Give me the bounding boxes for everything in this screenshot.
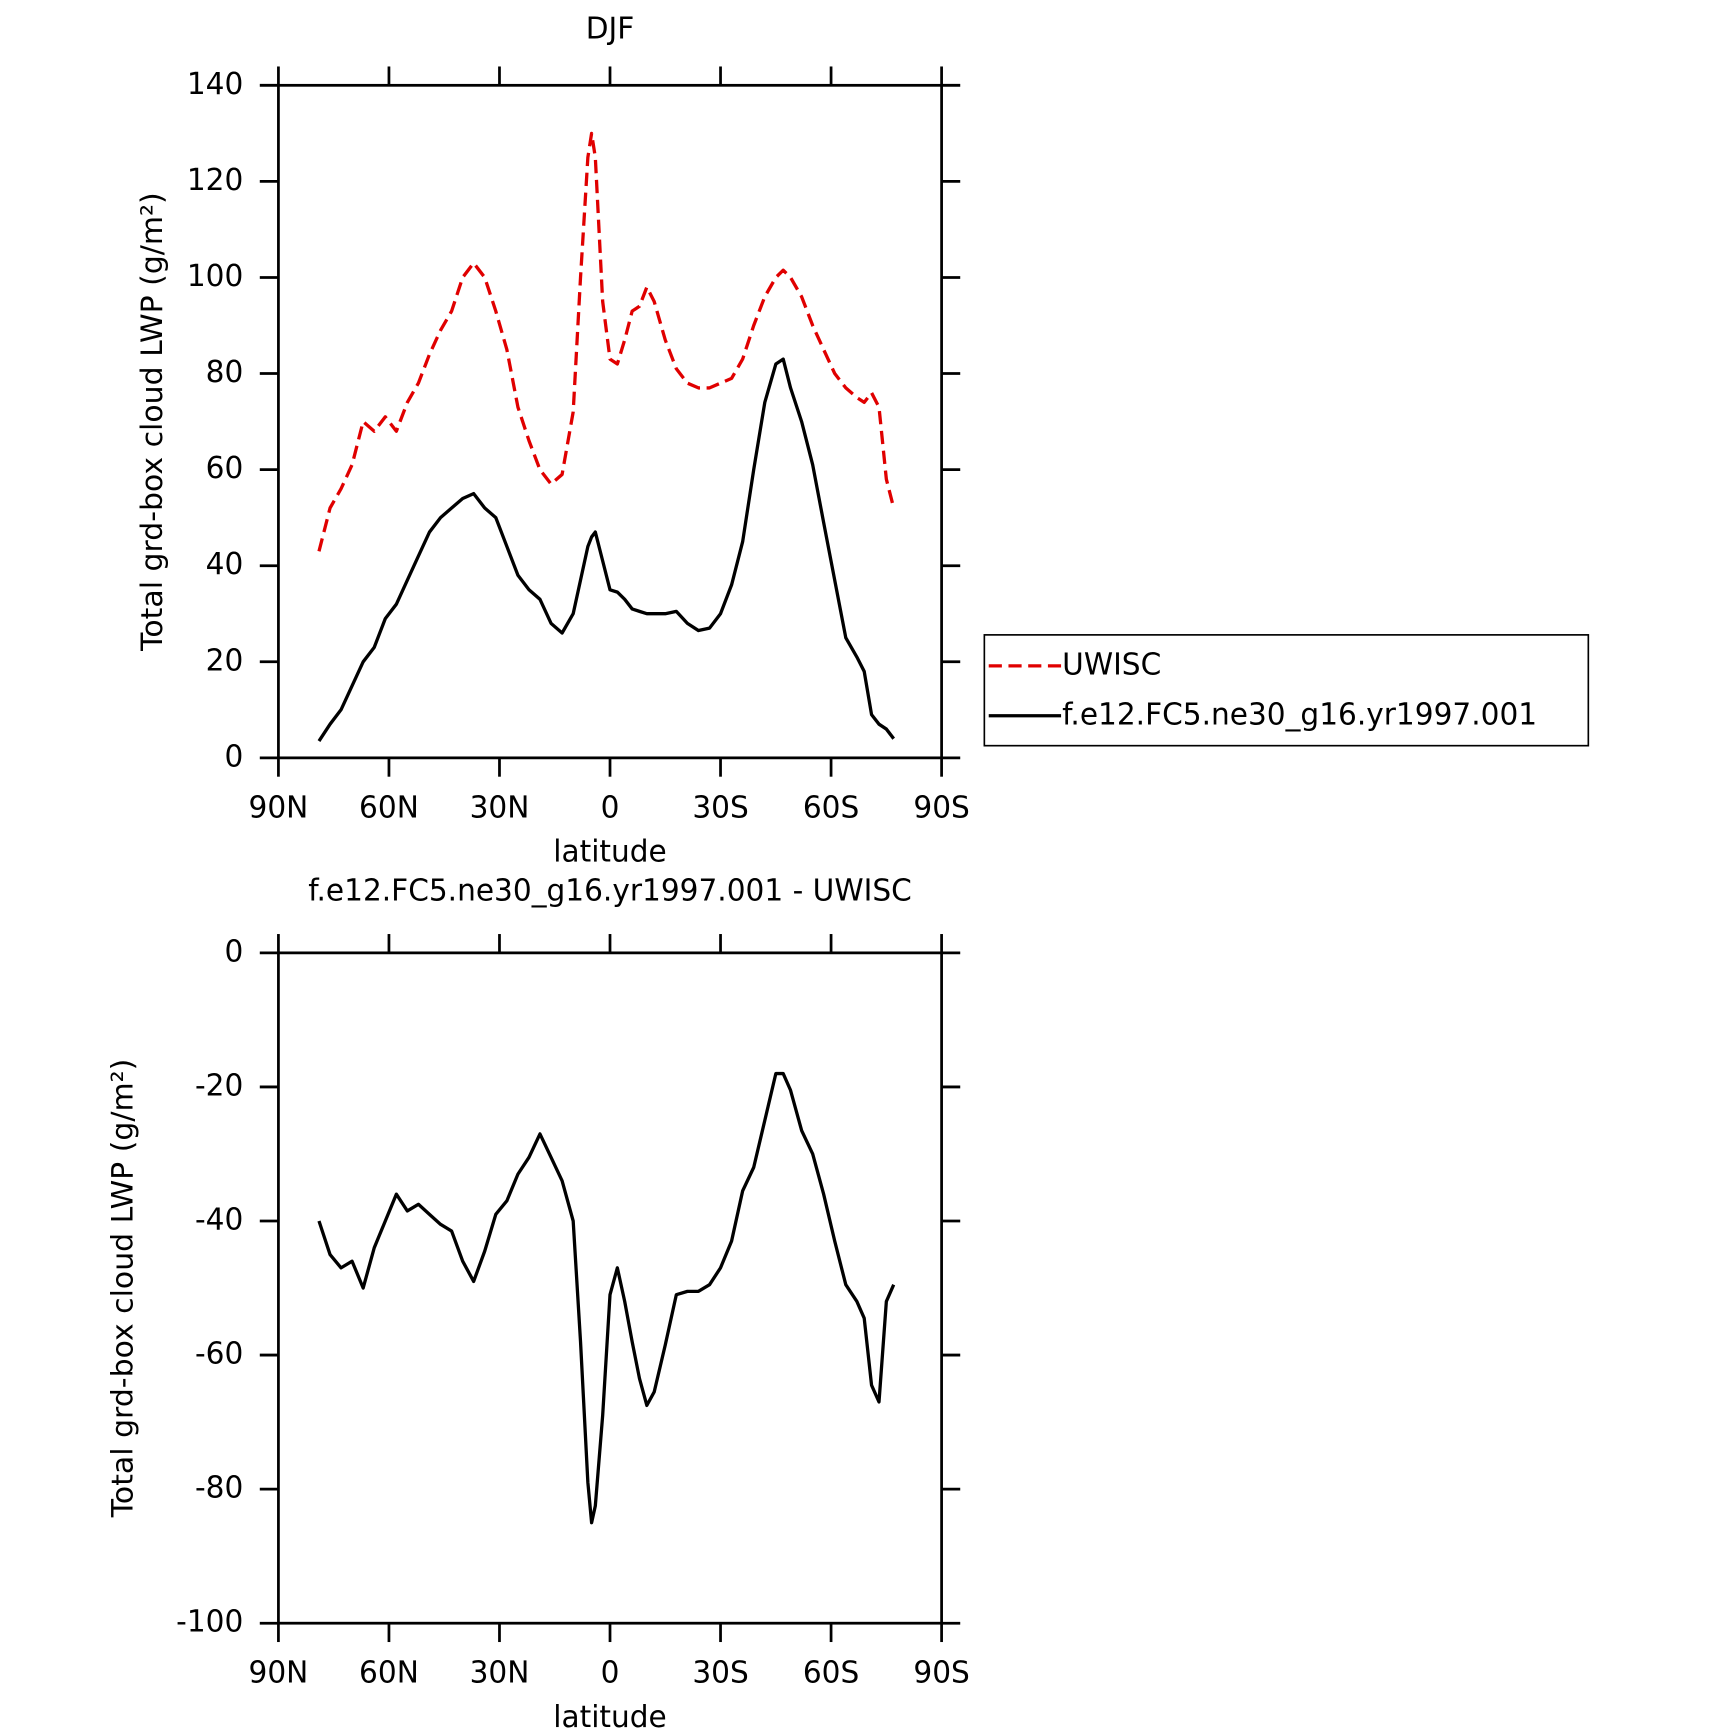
x-tick-label: 30N [470, 1656, 530, 1691]
x-tick-label: 0 [601, 1656, 620, 1691]
x-tick-label: 0 [601, 790, 620, 825]
x-tick-label: 60S [803, 1656, 859, 1691]
x-tick-label: 30N [470, 790, 530, 825]
y-tick-label: -60 [195, 1336, 243, 1371]
y-tick-label: 20 [206, 643, 244, 678]
chart-title: DJF [586, 11, 635, 46]
y-tick-label: 100 [187, 259, 243, 294]
x-tick-label: 90S [913, 1656, 969, 1691]
plot-frame [277, 83, 943, 760]
x-axis-label: latitude [553, 835, 667, 870]
y-tick-label: -20 [195, 1068, 243, 1103]
data-line [317, 357, 895, 742]
y-tick-label: 120 [187, 163, 243, 198]
x-tick-label: 60N [359, 790, 419, 825]
chart-title: f.e12.FC5.ne30_g16.yr1997.001 - UWISC [308, 873, 912, 908]
x-tick-label: 30S [692, 1656, 748, 1691]
legend-label: UWISC [1062, 647, 1161, 682]
x-tick-label: 60N [359, 1656, 419, 1691]
y-tick-label: 140 [187, 67, 243, 102]
y-tick-label: -40 [195, 1202, 243, 1237]
y-tick-label: -100 [176, 1605, 243, 1640]
legend-box [983, 634, 1590, 747]
y-axis-label: Total grd-box cloud LWP (g/m²) [135, 192, 170, 652]
x-tick-label: 30S [692, 790, 748, 825]
x-tick-label: 60S [803, 790, 859, 825]
data-line [317, 1071, 896, 1525]
legend-label: f.e12.FC5.ne30_g16.yr1997.001 [1062, 697, 1537, 732]
plot-frame [277, 951, 943, 1625]
x-tick-label: 90S [913, 790, 969, 825]
y-tick-label: -80 [195, 1471, 243, 1506]
y-tick-label: 80 [206, 355, 244, 390]
x-tick-label: 90N [249, 790, 309, 825]
y-axis-label: Total grd-box cloud LWP (g/m²) [105, 1059, 140, 1519]
y-tick-label: 40 [206, 547, 244, 582]
y-tick-label: 0 [225, 934, 244, 969]
data-line [317, 131, 896, 552]
y-tick-label: 0 [225, 739, 244, 774]
y-tick-label: 60 [206, 451, 244, 486]
x-tick-label: 90N [249, 1656, 309, 1691]
x-axis-label: latitude [553, 1700, 667, 1734]
